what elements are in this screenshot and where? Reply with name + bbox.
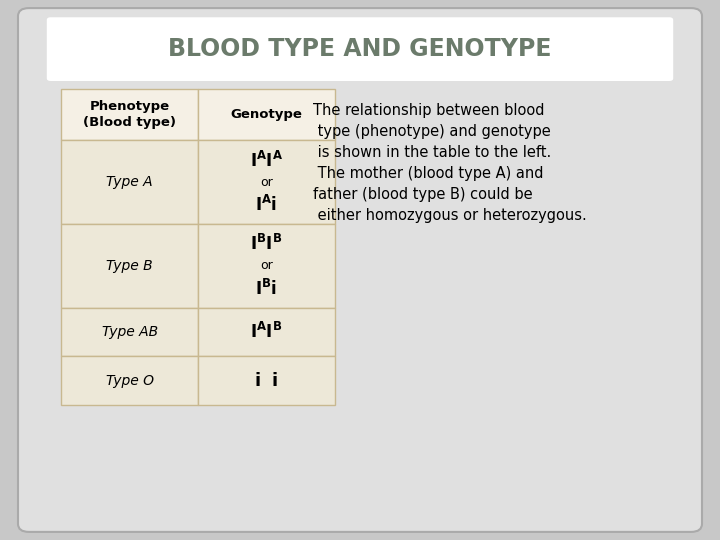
Bar	[61, 308, 198, 356]
Text: Phenotype
(Blood type): Phenotype (Blood type)	[83, 100, 176, 129]
Text: or: or	[260, 176, 273, 189]
Bar	[198, 308, 335, 356]
Text: $\mathbf{I^{A}i}$: $\mathbf{I^{A}i}$	[256, 195, 277, 215]
Text: $\mathbf{I^{A}I^{B}}$: $\mathbf{I^{A}I^{B}}$	[251, 322, 282, 342]
FancyBboxPatch shape	[18, 8, 702, 532]
Text: Type A: Type A	[107, 176, 153, 189]
Text: $\mathbf{I^{B}I^{B}}$: $\mathbf{I^{B}I^{B}}$	[251, 234, 282, 254]
Bar	[198, 140, 335, 224]
Bar	[198, 224, 335, 308]
Text: Type B: Type B	[107, 259, 153, 273]
Bar	[61, 140, 198, 224]
Text: Type AB: Type AB	[102, 325, 158, 339]
Text: Type O: Type O	[106, 374, 153, 388]
Text: The relationship between blood
 type (phenotype) and genotype
 is shown in the t: The relationship between blood type (phe…	[313, 103, 587, 222]
Text: $\mathbf{I^{B}i}$: $\mathbf{I^{B}i}$	[256, 279, 277, 299]
Bar	[61, 224, 198, 308]
FancyBboxPatch shape	[47, 17, 673, 81]
Text: Genotype: Genotype	[230, 108, 302, 122]
Text: or: or	[260, 259, 273, 273]
Text: $\mathbf{i\ \ i}$: $\mathbf{i\ \ i}$	[254, 372, 279, 390]
Bar	[198, 89, 335, 140]
Text: BLOOD TYPE AND GENOTYPE: BLOOD TYPE AND GENOTYPE	[168, 37, 552, 60]
Bar	[198, 356, 335, 405]
Bar	[61, 356, 198, 405]
Text: $\mathbf{I^{A}I^{A}}$: $\mathbf{I^{A}I^{A}}$	[250, 151, 283, 171]
Bar	[61, 89, 198, 140]
